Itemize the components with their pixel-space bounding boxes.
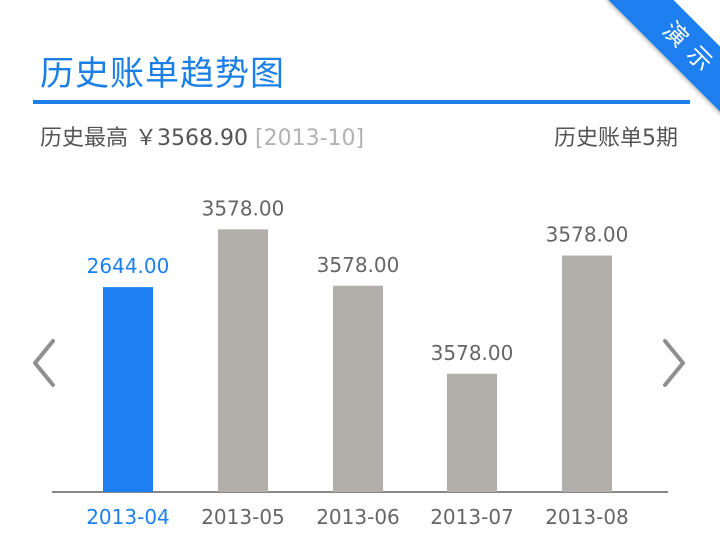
bar-2013-05[interactable] <box>218 229 268 492</box>
x-tick-label[interactable]: 2013-07 <box>430 505 514 529</box>
history-max-period: [2013-10] <box>255 126 365 151</box>
bar-value-label: 3578.00 <box>546 223 629 247</box>
history-max: 历史最高 ￥3568.90 [2013-10] <box>40 120 364 152</box>
bar-value-label: 3578.00 <box>431 341 514 365</box>
bar-value-label: 3578.00 <box>202 196 285 220</box>
bar-2013-08[interactable] <box>562 255 612 493</box>
x-tick-label[interactable]: 2013-05 <box>201 505 285 529</box>
bill-trend-chart: 2644.00 2013-04 3578.00 2013-05 3578.00 2013-… <box>52 196 668 529</box>
bar-2013-07[interactable] <box>447 373 497 492</box>
history-max-value: ￥3568.90 <box>135 126 248 151</box>
bar-2013-06[interactable] <box>333 285 383 492</box>
chevron-left-icon <box>33 339 55 387</box>
demo-badge: 演示 <box>607 0 720 134</box>
page-title: 历史账单趋势图 <box>40 54 285 94</box>
prev-button[interactable] <box>28 335 58 391</box>
bar-value-label: 2644.00 <box>87 254 170 278</box>
demo-ribbon: 演示 <box>585 0 720 135</box>
chevron-right-icon <box>663 339 685 387</box>
x-tick-label[interactable]: 2013-08 <box>545 505 629 529</box>
x-tick-label[interactable]: 2013-04 <box>86 505 170 529</box>
title-underline <box>33 100 690 104</box>
bar-value-label: 3578.00 <box>317 253 400 277</box>
next-button[interactable] <box>660 335 690 391</box>
bill-count: 历史账单5期 <box>554 126 678 151</box>
history-max-label: 历史最高 <box>40 126 129 151</box>
bar-2013-04[interactable] <box>103 287 153 492</box>
x-tick-label[interactable]: 2013-06 <box>316 505 400 529</box>
